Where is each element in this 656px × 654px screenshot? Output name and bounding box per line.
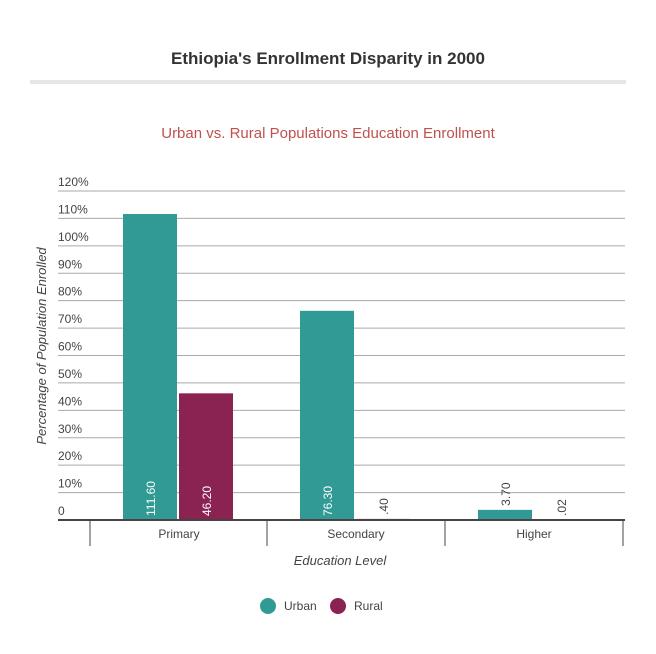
legend-swatch-rural xyxy=(330,598,346,614)
y-tick-label: 20% xyxy=(58,449,82,463)
y-tick-label: 70% xyxy=(58,312,82,326)
x-tick-label: Higher xyxy=(516,527,551,541)
x-tick-label: Primary xyxy=(158,527,199,541)
chart-title: Urban vs. Rural Populations Education En… xyxy=(161,125,495,142)
bar-urban-primary xyxy=(123,214,177,520)
y-tick-label: 90% xyxy=(58,257,82,271)
data-label: 111.60 xyxy=(144,481,158,516)
y-tick-label: 120% xyxy=(58,175,89,189)
y-tick-label: 110% xyxy=(58,202,88,216)
y-tick-label: 10% xyxy=(58,477,82,491)
title-divider xyxy=(30,80,626,84)
y-tick-label: 60% xyxy=(58,340,82,354)
data-label: 46.20 xyxy=(200,486,214,516)
bar-urban-higher xyxy=(478,509,532,520)
data-label: .40 xyxy=(377,498,391,515)
x-axis-label: Education Level xyxy=(294,553,388,568)
x-tick-label: Secondary xyxy=(327,527,384,541)
page-title: Ethiopia's Enrollment Disparity in 2000 xyxy=(171,49,485,68)
legend-label: Urban xyxy=(284,599,317,613)
y-tick-label: 40% xyxy=(58,394,82,408)
data-label: .02 xyxy=(555,499,569,516)
data-label: 76.30 xyxy=(321,486,335,516)
y-tick-label: 0 xyxy=(58,504,65,518)
legend-swatch-urban xyxy=(260,598,276,614)
legend-label: Rural xyxy=(354,599,383,613)
bar-rural-primary xyxy=(179,393,233,520)
y-tick-label: 80% xyxy=(58,285,82,299)
y-tick-label: 30% xyxy=(58,422,82,436)
bar-urban-secondary xyxy=(300,310,354,520)
y-tick-label: 100% xyxy=(58,230,89,244)
y-axis-label: Percentage of Population Enrolled xyxy=(34,247,49,445)
y-tick-label: 50% xyxy=(58,367,82,381)
data-label: 3.70 xyxy=(499,482,513,506)
